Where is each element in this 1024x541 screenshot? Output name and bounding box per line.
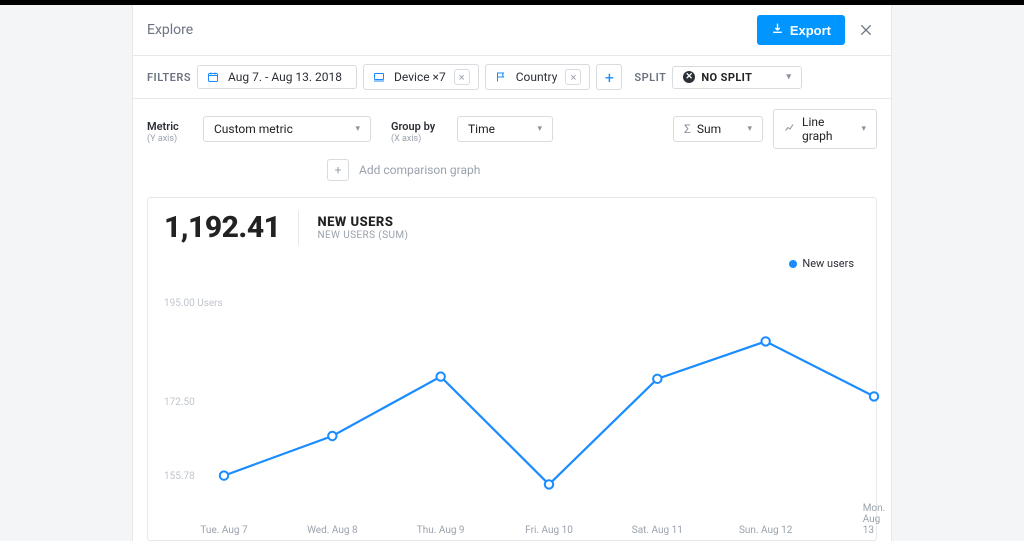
daterange-text: Aug 7. - Aug 13. 2018: [228, 70, 342, 84]
data-point[interactable]: [220, 471, 228, 479]
download-icon: [771, 22, 784, 38]
device-filter[interactable]: Device ×7 ×: [363, 64, 479, 90]
chevron-down-icon: ▾: [861, 124, 866, 134]
split-select[interactable]: ✕ NO SPLIT ▾: [672, 66, 802, 89]
metric-sublabel: (Y axis): [147, 134, 193, 144]
x-tick-label: Sat. Aug 11: [632, 525, 683, 536]
add-comparison-button[interactable]: + Add comparison graph: [327, 159, 480, 181]
divider: [298, 211, 299, 245]
add-filter-button[interactable]: +: [596, 64, 622, 90]
device-icon: [372, 70, 386, 84]
data-point[interactable]: [870, 392, 878, 400]
data-point[interactable]: [545, 480, 553, 488]
flag-icon: [494, 70, 508, 84]
config-row: Metric (Y axis) Custom metric ▾ Group by…: [133, 99, 891, 155]
chevron-down-icon: ▾: [355, 124, 360, 134]
filters-label: FILTERS: [147, 71, 191, 84]
legend-label: New users: [802, 257, 854, 270]
chart-metric-subtitle: NEW USERS (SUM): [317, 230, 408, 241]
metric-value: Custom metric: [214, 122, 293, 136]
calendar-icon: [206, 70, 220, 84]
chart-plot-area: 195.00 Users172.50155.78Tue. Aug 7Wed. A…: [164, 272, 860, 532]
sigma-icon: Σ: [684, 122, 691, 136]
page-title: Explore: [147, 22, 193, 38]
chart-metric-title: NEW USERS: [317, 215, 408, 230]
metric-select[interactable]: Custom metric ▾: [203, 116, 371, 142]
aggregation-select[interactable]: Σ Sum ▾: [673, 116, 763, 142]
x-tick-label: Wed. Aug 8: [307, 525, 357, 536]
export-label: Export: [790, 23, 831, 38]
export-button[interactable]: Export: [757, 15, 845, 45]
remove-device-filter[interactable]: ×: [454, 69, 470, 85]
data-point[interactable]: [653, 375, 661, 383]
groupby-select[interactable]: Time ▾: [457, 116, 553, 142]
daterange-filter[interactable]: Aug 7. - Aug 13. 2018: [197, 65, 357, 89]
add-comparison-label: Add comparison graph: [359, 163, 480, 177]
no-split-icon: ✕: [683, 71, 695, 83]
x-tick-label: Fri. Aug 10: [525, 525, 573, 536]
chart-card: 1,192.41 NEW USERS NEW USERS (SUM) New u…: [147, 197, 877, 541]
panel-header: Explore Export: [133, 5, 891, 56]
x-tick-label: Thu. Aug 9: [417, 525, 465, 536]
groupby-sublabel: (X axis): [391, 134, 447, 144]
groupby-value: Time: [468, 122, 495, 136]
x-tick-label: Tue. Aug 7: [200, 525, 247, 536]
split-label: SPLIT: [634, 71, 666, 84]
chart-legend: New users: [164, 245, 860, 270]
country-text: Country: [516, 70, 558, 84]
viz-value: Line graph: [802, 115, 857, 143]
add-comparison-row: + Add comparison graph: [133, 155, 891, 191]
explore-panel: Explore Export FILTERS Aug 7. - Aug 13. …: [132, 5, 892, 541]
data-point[interactable]: [436, 372, 444, 380]
x-tick-label: Sun. Aug 12: [739, 525, 792, 536]
device-text: Device ×7: [394, 70, 446, 84]
remove-country-filter[interactable]: ×: [565, 69, 581, 85]
line-chart-icon: [784, 122, 796, 137]
data-point[interactable]: [328, 432, 336, 440]
series-line: [224, 341, 874, 484]
line-chart-svg: [164, 272, 894, 522]
groupby-label: Group by: [391, 120, 435, 133]
chart-total-value: 1,192.41: [164, 210, 280, 245]
viz-select[interactable]: Line graph ▾: [773, 109, 877, 149]
metric-label: Metric: [147, 120, 179, 133]
chart-header: 1,192.41 NEW USERS NEW USERS (SUM): [164, 210, 860, 245]
close-button[interactable]: [855, 19, 877, 41]
split-value: NO SPLIT: [701, 71, 752, 84]
chevron-down-icon: ▾: [786, 72, 791, 82]
data-point[interactable]: [761, 337, 769, 345]
plus-icon: +: [327, 159, 349, 181]
aggregation-value: Sum: [697, 122, 721, 136]
chevron-down-icon: ▾: [747, 124, 752, 134]
chevron-down-icon: ▾: [537, 124, 542, 134]
filters-row: FILTERS Aug 7. - Aug 13. 2018 Device ×7 …: [133, 56, 891, 99]
country-filter[interactable]: Country ×: [485, 64, 591, 90]
legend-dot-icon: [789, 260, 797, 268]
